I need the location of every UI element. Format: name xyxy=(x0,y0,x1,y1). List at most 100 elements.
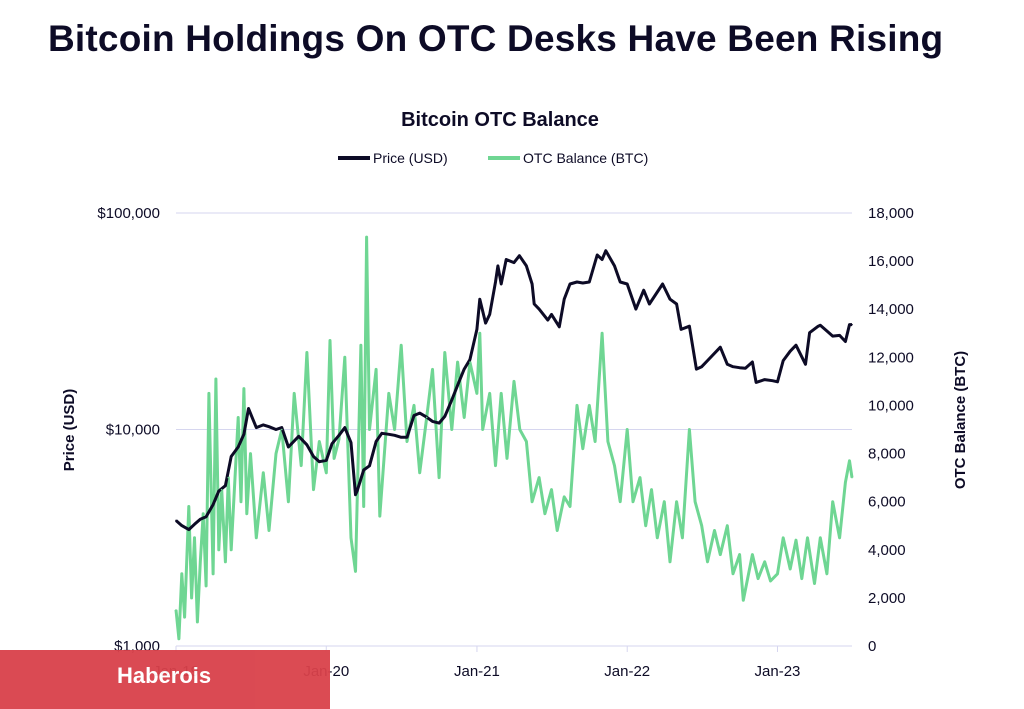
otc-point xyxy=(287,500,290,503)
price-point xyxy=(613,265,616,267)
price-point xyxy=(362,469,365,471)
otc-point xyxy=(576,404,578,407)
otc-point xyxy=(688,428,691,431)
otc-point xyxy=(212,573,214,575)
price-point xyxy=(819,324,822,327)
otc-point xyxy=(469,361,471,363)
price-point xyxy=(306,443,308,446)
price-point xyxy=(700,365,703,368)
right-axis-ticks: 0 2,000 4,000 6,000 8,000 10,000 12,000 14,000 1… xyxy=(868,205,914,655)
otc-point xyxy=(506,457,508,460)
price-point xyxy=(558,326,561,328)
otc-point xyxy=(479,332,481,335)
otc-point xyxy=(769,580,772,582)
otc-point xyxy=(362,505,365,508)
price-point xyxy=(642,289,645,291)
left-axis-ticks: $1,000$10,000$100,000 xyxy=(97,205,160,655)
otc-point xyxy=(488,392,491,395)
otc-point xyxy=(406,440,408,443)
otc-point xyxy=(413,404,415,407)
otc-point xyxy=(563,496,566,498)
otc-point xyxy=(531,500,533,503)
x-tick-label: Jan-23 xyxy=(755,663,801,680)
price-point xyxy=(230,455,232,458)
left-tick-label: $100,000 xyxy=(97,205,160,222)
otc-point xyxy=(237,416,239,419)
otc-point xyxy=(706,561,709,563)
price-point xyxy=(808,331,811,334)
price-point xyxy=(350,441,352,444)
otc-point xyxy=(178,637,180,640)
otc-point xyxy=(826,573,828,575)
price-point xyxy=(451,399,453,401)
price-point xyxy=(368,464,371,467)
otc-point xyxy=(601,332,603,335)
otc-point xyxy=(375,368,377,371)
otc-point xyxy=(227,476,230,479)
otc-point xyxy=(656,536,659,539)
price-point xyxy=(675,303,678,305)
price-point xyxy=(831,335,834,337)
otc-point xyxy=(738,553,741,556)
otc-point xyxy=(782,536,785,539)
otc-point xyxy=(776,573,779,575)
price-point xyxy=(476,328,478,331)
price-point xyxy=(268,425,270,428)
price-point xyxy=(795,344,797,347)
price-point xyxy=(669,298,671,300)
otc-point xyxy=(569,505,571,508)
price-point xyxy=(844,340,847,343)
otc-point xyxy=(183,616,186,618)
otc-point xyxy=(719,553,722,556)
otc-point xyxy=(393,428,396,431)
watermark-text: Haberois xyxy=(117,663,212,688)
otc-point xyxy=(663,500,666,503)
price-point xyxy=(789,350,792,352)
price-point xyxy=(518,254,521,257)
price-point xyxy=(848,323,851,326)
otc-point xyxy=(325,472,328,474)
otc-point xyxy=(581,447,584,450)
price-point xyxy=(262,424,265,426)
right-tick-label: 10,000 xyxy=(868,397,914,414)
otc-point xyxy=(444,351,446,354)
legend-label-otc: OTC Balance (BTC) xyxy=(523,150,648,166)
price-point xyxy=(719,346,722,348)
otc-point xyxy=(494,464,497,467)
otc-point xyxy=(626,428,629,431)
otc-point xyxy=(329,339,331,342)
otc-point xyxy=(763,561,766,563)
right-axis-label: OTC Balance (BTC) xyxy=(952,351,969,489)
otc-point xyxy=(831,500,834,503)
otc-point xyxy=(388,392,390,395)
otc-point xyxy=(175,609,177,611)
otc-point xyxy=(318,440,321,443)
price-point xyxy=(513,261,515,264)
price-point xyxy=(456,384,459,387)
gridlines xyxy=(176,212,852,647)
otc-point xyxy=(544,512,546,515)
legend-label-price: Price (USD) xyxy=(373,150,448,166)
otc-point xyxy=(819,536,822,539)
otc-point xyxy=(594,440,596,443)
otc-point xyxy=(368,428,371,431)
price-point xyxy=(661,283,664,285)
price-point xyxy=(601,258,603,261)
otc-point xyxy=(726,524,729,527)
x-tick-label: Jan-22 xyxy=(604,663,650,680)
price-point xyxy=(563,298,566,300)
price-point xyxy=(576,281,578,283)
otc-point xyxy=(193,536,196,539)
price-point xyxy=(782,359,785,362)
price-point xyxy=(726,363,729,366)
otc-point xyxy=(218,548,220,551)
price-point xyxy=(755,381,757,384)
otc-point xyxy=(293,392,295,395)
otc-point xyxy=(333,457,335,460)
price-point xyxy=(388,433,390,436)
price-point xyxy=(444,415,446,418)
price-point xyxy=(193,523,196,526)
price-point xyxy=(771,379,774,382)
otc-point xyxy=(354,570,357,573)
headline: Bitcoin Holdings On OTC Desks Have Been … xyxy=(48,18,944,59)
